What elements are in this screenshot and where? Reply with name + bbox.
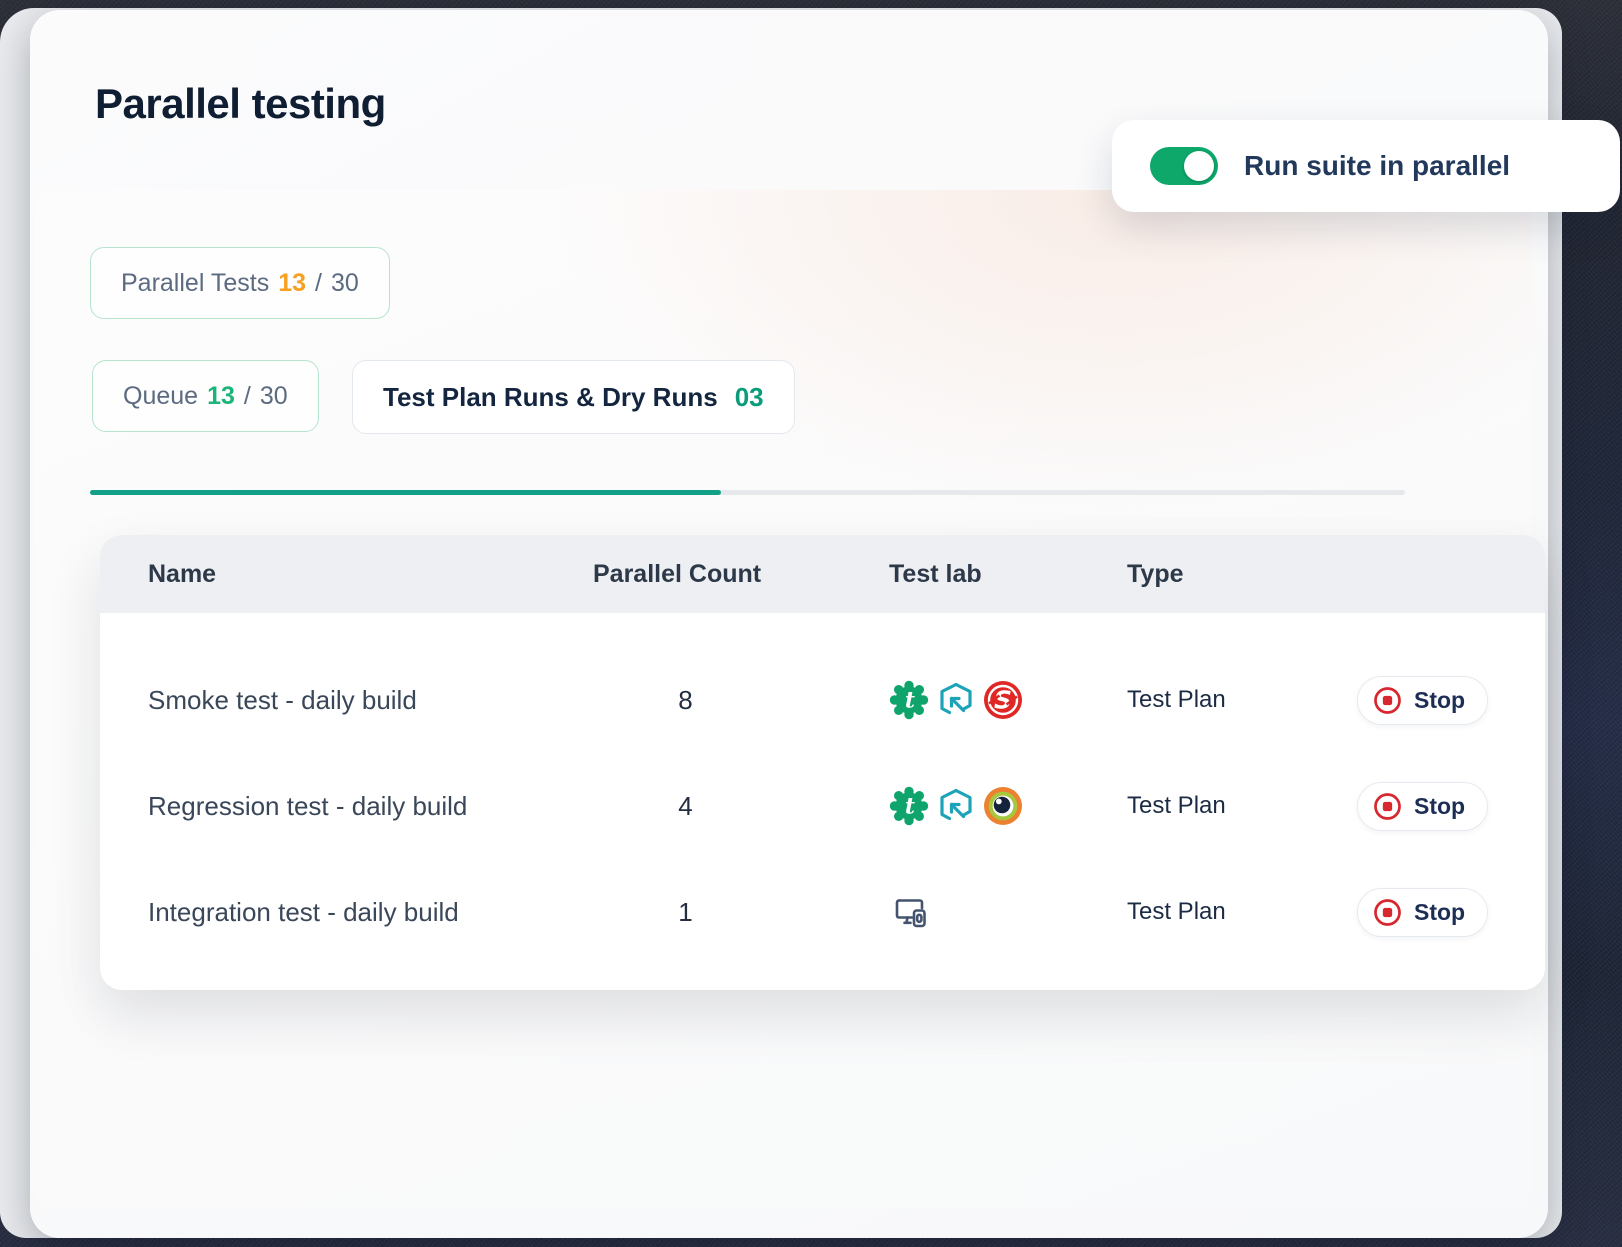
table-row: Regression test - daily build 4 t Test P… <box>100 753 1545 859</box>
test-name: Smoke test - daily build <box>148 684 417 715</box>
test-type: Test Plan <box>1127 686 1226 713</box>
parallel-count-value: 4 <box>678 790 693 821</box>
parallel-tests-table: Name Parallel Count Test lab Type Smoke … <box>100 535 1545 990</box>
stop-button[interactable]: Stop <box>1357 887 1489 937</box>
tab-progress-track <box>90 490 1405 495</box>
page-title: Parallel testing <box>95 80 386 127</box>
chip-separator: / <box>243 381 251 410</box>
table-body: Smoke test - daily build 8 t S Test Plan <box>100 613 1545 965</box>
test-name: Integration test - daily build <box>148 896 459 927</box>
chip-label: Test Plan Runs & Dry Runs <box>383 381 718 412</box>
column-header-name: Name <box>148 559 217 588</box>
stop-icon <box>1372 791 1403 822</box>
toggle-label: Run suite in parallel <box>1244 150 1511 181</box>
svg-text:t: t <box>905 688 915 714</box>
chip-total: 30 <box>330 268 359 297</box>
table-row: Smoke test - daily build 8 t S Test Plan <box>100 647 1545 753</box>
chip-total: 30 <box>259 381 288 410</box>
table-row: Integration test - daily build 1 Test Pl… <box>100 859 1545 965</box>
chip-value: 03 <box>734 381 764 412</box>
test-lab-icons <box>889 892 1127 932</box>
stop-button-label: Stop <box>1414 686 1466 713</box>
chip-value: 13 <box>207 381 235 410</box>
svg-text:S: S <box>994 686 1012 715</box>
column-header-type: Type <box>1127 559 1184 588</box>
devices-icon <box>889 892 929 932</box>
stop-button[interactable]: Stop <box>1357 781 1489 831</box>
stop-button-label: Stop <box>1414 792 1466 819</box>
queue-chip[interactable]: Queue 13 / 30 <box>92 360 319 432</box>
chip-separator: / <box>315 268 322 297</box>
testsigma-icon: t <box>889 786 929 826</box>
toggle-knob-icon <box>1184 151 1214 181</box>
test-name: Regression test - daily build <box>148 790 468 821</box>
stop-icon <box>1372 897 1403 928</box>
column-header-test-lab: Test lab <box>889 559 982 588</box>
stop-icon <box>1372 685 1403 716</box>
test-type: Test Plan <box>1127 792 1226 819</box>
deploy-cube-icon <box>936 786 976 826</box>
tab-progress-fill <box>90 490 722 495</box>
deploy-cube-icon <box>936 680 976 720</box>
eye-icon <box>983 786 1023 826</box>
saucelabs-icon: S <box>983 680 1023 720</box>
test-lab-icons: t S <box>889 680 1127 720</box>
parallel-count-value: 8 <box>678 684 693 715</box>
svg-text:t: t <box>905 794 915 820</box>
chip-label: Queue <box>123 381 199 410</box>
test-type: Test Plan <box>1127 898 1226 925</box>
testsigma-icon: t <box>889 680 929 720</box>
column-header-parallel-count: Parallel Count <box>593 559 762 588</box>
chip-value: 13 <box>278 268 307 297</box>
parallel-count-value: 1 <box>678 896 693 927</box>
test-lab-icons: t <box>889 786 1127 826</box>
table-header-row: Name Parallel Count Test lab Type <box>100 535 1545 613</box>
test-plan-runs-chip[interactable]: Test Plan Runs & Dry Runs 03 <box>352 360 795 434</box>
chip-label: Parallel Tests <box>121 268 270 297</box>
run-suite-toggle-card: Run suite in parallel <box>1112 120 1620 212</box>
stop-button-label: Stop <box>1414 898 1466 925</box>
parallel-tests-chip[interactable]: Parallel Tests 13 / 30 <box>90 247 390 319</box>
stop-button[interactable]: Stop <box>1357 675 1489 725</box>
run-suite-toggle[interactable] <box>1150 147 1218 185</box>
